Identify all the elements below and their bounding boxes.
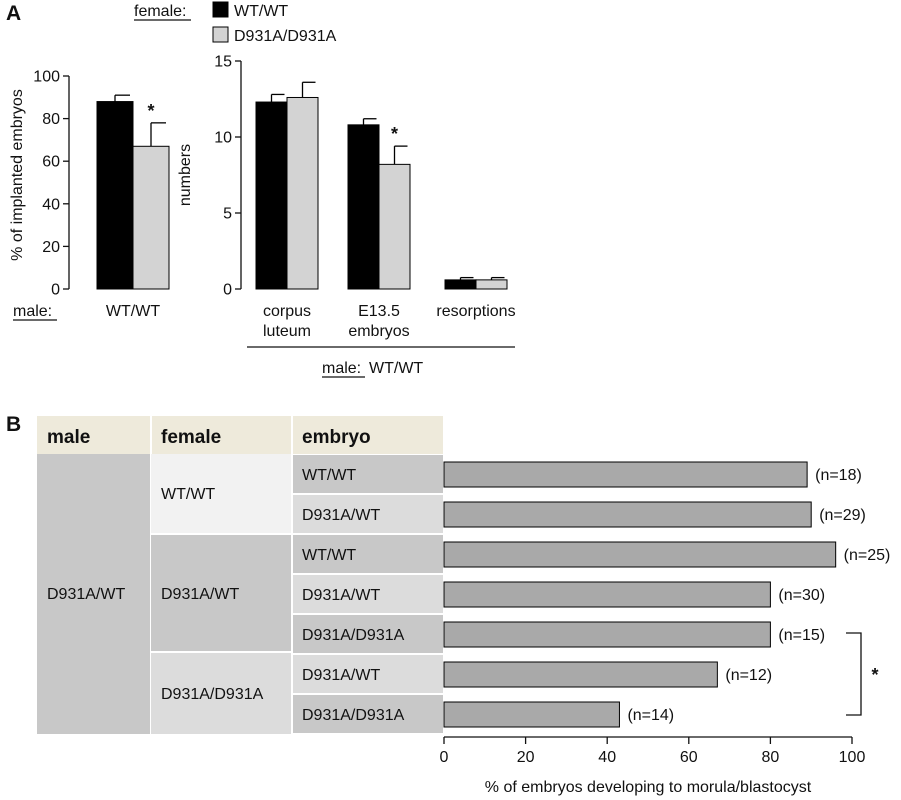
bar	[443, 541, 837, 568]
y-tick-label: 10	[214, 130, 232, 147]
chart1-group-label: WT/WT	[106, 303, 160, 320]
header-embryo: embryo	[302, 427, 371, 448]
legend-title: female:	[134, 3, 186, 20]
x-tick-label: 60	[680, 749, 698, 766]
y-tick-label: 15	[214, 54, 232, 71]
chart1-ylabel: % of implanted embryos	[9, 89, 26, 261]
embryo-cell	[293, 695, 443, 733]
y-tick-label: 0	[51, 282, 60, 299]
panel-a-letter: A	[6, 2, 21, 25]
n-label: (n=25)	[844, 547, 891, 564]
x-tick-label: 20	[517, 749, 535, 766]
legend-label-mutant: D931A/D931A	[234, 28, 337, 45]
bar	[255, 101, 288, 290]
male-label-a: male:	[13, 303, 52, 320]
bar	[132, 145, 170, 290]
chart2-xaxis-title: male: WT/WT	[247, 346, 515, 378]
bar	[378, 163, 411, 290]
y-tick-label: 40	[42, 196, 60, 213]
genotype-table: male female embryo D931A/WT WT/WT D931A/…	[37, 416, 443, 734]
chart-morula: WT/WT (n=18) D931A/WT (n=29) WT/WT (n=25) D931…	[293, 455, 890, 766]
male-row-a: male: WT/WT	[13, 303, 160, 321]
significance-star: *	[391, 124, 398, 144]
chart-numbers: 0 5 10 15 corpus luteum E13.5 embryos resorption…	[214, 54, 515, 341]
n-label: (n=12)	[725, 667, 772, 684]
header-male: male	[47, 427, 90, 448]
female-cell	[151, 454, 291, 533]
embryo-value: D931A/WT	[302, 667, 380, 684]
chart3-xlabel: % of embryos developing to morula/blasto…	[485, 779, 812, 796]
embryo-cell	[293, 455, 443, 493]
x-tick-label: 0	[440, 749, 449, 766]
bar	[286, 96, 319, 290]
bar	[443, 581, 771, 608]
male-cell	[37, 454, 150, 734]
n-label: (n=18)	[815, 467, 862, 484]
embryo-value: WT/WT	[302, 547, 356, 564]
n-label: (n=29)	[819, 507, 866, 524]
bar	[443, 461, 808, 488]
embryo-cell	[293, 535, 443, 573]
embryo-cell	[293, 575, 443, 613]
female-cell	[151, 653, 291, 734]
embryo-cell	[293, 495, 443, 533]
embryo-cell	[293, 655, 443, 693]
bar	[475, 279, 508, 290]
embryo-cell	[293, 615, 443, 653]
embryo-value: D931A/D931A	[302, 707, 405, 724]
bar	[347, 124, 380, 290]
female-value: D931A/WT	[161, 586, 239, 603]
header-female: female	[161, 427, 221, 448]
x-tick-label: 40	[598, 749, 616, 766]
embryo-value: D931A/WT	[302, 587, 380, 604]
y-tick-label: 0	[223, 282, 232, 299]
male-value: D931A/WT	[47, 586, 125, 603]
female-value: WT/WT	[161, 486, 215, 503]
x-tick-label: 100	[839, 749, 866, 766]
bar	[443, 701, 620, 728]
category-label: embryos	[348, 323, 409, 340]
significance-bracket	[846, 632, 862, 716]
female-cell	[151, 535, 291, 651]
chart-implanted: 0 20 40 60 80 100 *	[33, 69, 170, 299]
chart2-ylabel: numbers	[177, 144, 194, 206]
panel-b-letter: B	[6, 413, 21, 436]
y-tick-label: 5	[223, 206, 232, 223]
bar	[443, 621, 771, 648]
bar	[443, 501, 812, 528]
n-label: (n=14)	[627, 707, 674, 724]
embryo-value: D931A/WT	[302, 507, 380, 524]
legend-swatch-wt	[212, 1, 229, 18]
n-label: (n=30)	[778, 587, 825, 604]
legend-label-wt: WT/WT	[234, 3, 288, 20]
x-tick-label: 80	[762, 749, 780, 766]
category-label: E13.5	[358, 303, 400, 320]
chart2-xlabel: WT/WT	[369, 360, 423, 377]
significance-star: *	[147, 101, 154, 121]
category-label: corpus	[263, 303, 311, 320]
embryo-value: WT/WT	[302, 467, 356, 484]
bar	[444, 279, 477, 290]
y-tick-label: 60	[42, 154, 60, 171]
embryo-value: D931A/D931A	[302, 627, 405, 644]
bar	[443, 661, 718, 688]
legend-swatch-mutant	[212, 26, 229, 43]
significance-star: *	[871, 665, 878, 685]
y-tick-label: 100	[33, 69, 60, 86]
n-label: (n=15)	[778, 627, 825, 644]
category-label: resorptions	[436, 303, 515, 320]
legend: female: WT/WT D931A/D931A	[134, 1, 337, 45]
chart2-xlabel-prefix: male:	[322, 360, 361, 377]
category-label: luteum	[263, 323, 311, 340]
y-tick-label: 20	[42, 239, 60, 256]
bar	[96, 101, 134, 290]
female-value: D931A/D931A	[161, 686, 264, 703]
y-tick-label: 80	[42, 111, 60, 128]
table-header-bg	[37, 416, 443, 454]
